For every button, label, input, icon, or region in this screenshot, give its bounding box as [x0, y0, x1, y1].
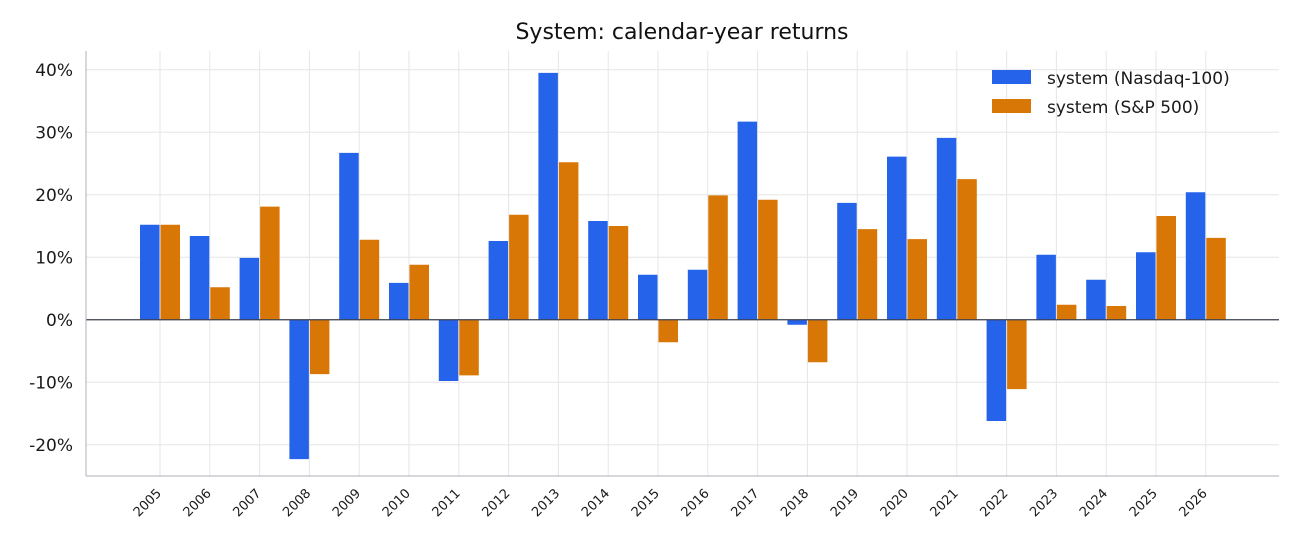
bar-nasdaq-2019 [837, 202, 857, 320]
grid-layer [86, 51, 1279, 476]
x-tick-label: 2023 [1027, 486, 1061, 520]
x-tick-label: 2016 [679, 486, 713, 520]
bar-nasdaq-2005 [140, 224, 160, 320]
bar-sp500-2006 [210, 287, 230, 320]
x-tick-label: 2013 [529, 486, 563, 520]
bar-nasdaq-2016 [687, 269, 708, 320]
x-tick-label: 2019 [828, 486, 862, 520]
y-tick-label: -10% [29, 373, 73, 393]
y-tick-label: 30% [35, 123, 73, 143]
bars-layer [140, 72, 1226, 460]
x-tick-label: 2017 [728, 486, 762, 520]
x-tick-label: 2015 [629, 486, 663, 520]
x-tick-label: 2024 [1077, 486, 1111, 520]
x-tick-label: 2026 [1177, 486, 1211, 520]
x-tick-label: 2018 [778, 486, 812, 520]
x-tick-label: 2022 [977, 486, 1011, 520]
x-tick-label: 2020 [878, 486, 912, 520]
x-tick-label: 2006 [181, 486, 215, 520]
bar-sp500-2018 [807, 319, 828, 363]
bar-nasdaq-2009 [339, 152, 359, 320]
bar-sp500-2025 [1156, 216, 1176, 320]
bar-nasdaq-2013 [538, 72, 558, 320]
bar-nasdaq-2021 [936, 137, 957, 320]
bar-nasdaq-2008 [289, 319, 309, 460]
bar-nasdaq-2010 [389, 282, 409, 320]
legend-label-sp500: system (S&P 500) [1047, 98, 1199, 118]
bar-nasdaq-2026 [1185, 192, 1206, 320]
y-tick-label: -20% [29, 436, 73, 456]
x-tick-label: 2014 [579, 486, 613, 520]
bar-sp500-2005 [160, 224, 180, 320]
bar-sp500-2024 [1106, 306, 1127, 320]
bar-sp500-2013 [558, 162, 579, 320]
legend: system (Nasdaq-100) system (S&P 500) [992, 69, 1230, 118]
x-tick-label: 2012 [479, 486, 513, 520]
bar-nasdaq-2007 [239, 257, 260, 320]
bar-nasdaq-2014 [588, 221, 608, 320]
bar-sp500-2009 [359, 239, 380, 320]
y-tick-label: 20% [35, 186, 73, 206]
bar-sp500-2017 [758, 199, 778, 320]
bar-nasdaq-2025 [1136, 252, 1156, 320]
x-tick-label: 2005 [131, 486, 165, 520]
bar-nasdaq-2023 [1036, 254, 1056, 320]
x-tick-label: 2010 [380, 486, 414, 520]
bar-sp500-2015 [658, 319, 678, 343]
x-tick-label: 2009 [330, 486, 364, 520]
chart-title: System: calendar-year returns [515, 20, 848, 45]
legend-swatch-sp500 [992, 99, 1031, 113]
bar-nasdaq-2022 [986, 319, 1007, 421]
bar-sp500-2023 [1056, 304, 1077, 320]
bar-sp500-2011 [459, 319, 479, 376]
bar-sp500-2026 [1206, 237, 1226, 320]
bar-sp500-2014 [608, 226, 629, 320]
bar-sp500-2008 [309, 319, 330, 375]
bar-sp500-2020 [907, 239, 927, 320]
bar-sp500-2016 [708, 195, 728, 320]
y-tick-label: 0% [46, 311, 73, 331]
bar-nasdaq-2015 [638, 274, 658, 320]
x-tick-label: 2021 [928, 486, 962, 520]
bar-nasdaq-2018 [787, 319, 807, 325]
bar-nasdaq-2006 [189, 236, 210, 320]
x-tick-label: 2007 [230, 486, 264, 520]
y-tick-label: 40% [35, 61, 73, 81]
legend-label-nasdaq: system (Nasdaq-100) [1047, 69, 1230, 89]
bar-sp500-2010 [409, 264, 429, 320]
x-tick-label: 2025 [1127, 486, 1161, 520]
bar-nasdaq-2011 [438, 319, 459, 381]
bar-nasdaq-2012 [488, 241, 509, 320]
bar-sp500-2019 [857, 229, 878, 320]
bar-sp500-2007 [260, 206, 280, 320]
bar-sp500-2021 [957, 179, 977, 320]
bar-nasdaq-2024 [1086, 279, 1106, 320]
bar-sp500-2012 [509, 214, 529, 320]
y-tick-label: 10% [35, 248, 73, 268]
legend-swatch-nasdaq [992, 70, 1031, 84]
x-tick-label: 2008 [280, 486, 314, 520]
bar-nasdaq-2020 [887, 156, 907, 320]
x-tick-label: 2011 [430, 486, 464, 520]
bar-nasdaq-2017 [737, 121, 758, 320]
bar-sp500-2022 [1007, 319, 1027, 390]
